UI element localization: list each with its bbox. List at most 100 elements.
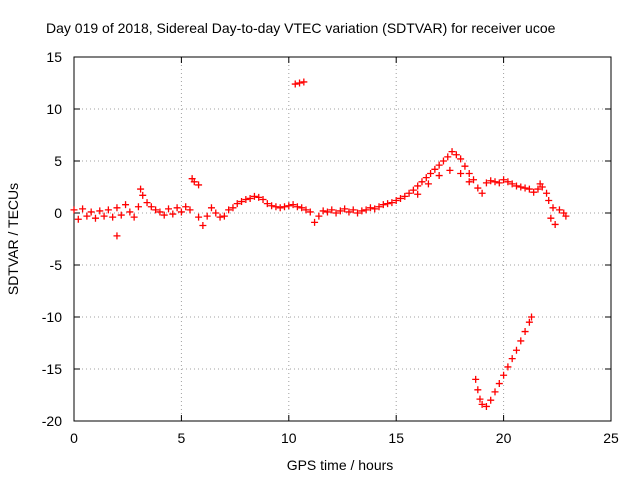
y-tick-label: 10: [46, 101, 62, 117]
data-point: [238, 198, 246, 206]
data-point: [220, 212, 228, 220]
data-point: [109, 213, 117, 221]
data-point: [354, 209, 362, 217]
data-point: [130, 213, 138, 221]
y-tick-label: 15: [46, 49, 62, 65]
data-point: [79, 205, 87, 213]
data-point: [152, 206, 160, 214]
data-point: [117, 211, 125, 219]
data-point: [414, 190, 422, 198]
data-point: [182, 203, 190, 211]
data-point: [190, 178, 198, 186]
data-point: [323, 208, 331, 216]
data-point: [525, 318, 533, 326]
data-point: [233, 200, 241, 208]
data-point: [349, 206, 357, 214]
data-point: [306, 208, 314, 216]
data-point: [315, 212, 323, 220]
data-point: [137, 185, 145, 193]
data-point: [487, 396, 495, 404]
data-point: [474, 184, 482, 192]
data-point: [207, 204, 215, 212]
data-point: [517, 337, 525, 345]
data-point: [126, 208, 134, 216]
data-point: [358, 207, 366, 215]
data-point: [289, 201, 297, 209]
data-point: [504, 178, 512, 186]
data-point: [495, 380, 503, 388]
data-point: [388, 199, 396, 207]
data-point: [281, 203, 289, 211]
y-ticks: 15 10 5 0 -5 -10 -15 -20: [42, 49, 611, 429]
data-point: [482, 179, 490, 187]
chart-title: Day 019 of 2018, Sidereal Day-to-day VTE…: [46, 20, 556, 36]
data-point: [543, 189, 551, 197]
data-point: [476, 395, 484, 403]
data-point: [465, 178, 473, 186]
x-tick-label: 5: [178, 430, 186, 446]
data-point: [545, 197, 553, 205]
data-point: [311, 218, 319, 226]
data-point: [427, 169, 435, 177]
data-point: [300, 78, 308, 86]
data-point: [379, 201, 387, 209]
data-point: [500, 371, 508, 379]
data-point: [328, 206, 336, 214]
data-point: [87, 208, 95, 216]
x-tick-label: 10: [281, 430, 297, 446]
data-point: [362, 206, 370, 214]
data-point: [186, 206, 194, 214]
data-point: [366, 204, 374, 212]
data-point: [517, 183, 525, 191]
data-point: [512, 182, 520, 190]
y-tick-label: -15: [42, 361, 62, 377]
data-point: [298, 204, 306, 212]
y-axis-label: SDTVAR / TECUs: [5, 183, 21, 295]
data-point: [143, 199, 151, 207]
grid: [74, 57, 611, 421]
data-point: [465, 169, 473, 177]
data-point: [478, 400, 486, 408]
data-point: [474, 386, 482, 394]
data-point: [285, 202, 293, 210]
y-tick-label: -5: [50, 257, 63, 273]
data-point: [439, 157, 447, 165]
data-point: [392, 197, 400, 205]
data-point: [500, 176, 508, 184]
data-point: [225, 206, 233, 214]
x-ticks: 0 5 10 15 20 25: [70, 57, 619, 446]
data-point: [70, 206, 78, 214]
data-point: [405, 189, 413, 197]
data-point: [472, 375, 480, 383]
data-point: [216, 213, 224, 221]
data-point: [319, 207, 327, 215]
data-point: [422, 174, 430, 182]
data-point: [302, 206, 310, 214]
data-point: [212, 209, 220, 217]
data-point: [528, 313, 536, 321]
data-point: [259, 195, 267, 203]
data-point: [504, 363, 512, 371]
data-point: [122, 201, 130, 209]
data-point: [547, 214, 555, 222]
data-point: [457, 155, 465, 163]
x-axis-label: GPS time / hours: [287, 457, 394, 473]
data-point: [530, 188, 538, 196]
data-point: [156, 208, 164, 216]
data-point: [424, 180, 432, 188]
series-sdtvar: [70, 78, 570, 410]
data-point: [491, 388, 499, 396]
y-tick-label: -10: [42, 309, 62, 325]
data-point: [396, 194, 404, 202]
data-point: [229, 204, 237, 212]
data-point: [491, 178, 499, 186]
data-point: [525, 185, 533, 193]
plot-frame: [73, 56, 612, 422]
data-point: [431, 165, 439, 173]
data-point: [470, 176, 478, 184]
data-point: [549, 204, 557, 212]
data-point: [446, 166, 454, 174]
data-point: [134, 203, 142, 211]
data-point: [91, 214, 99, 222]
